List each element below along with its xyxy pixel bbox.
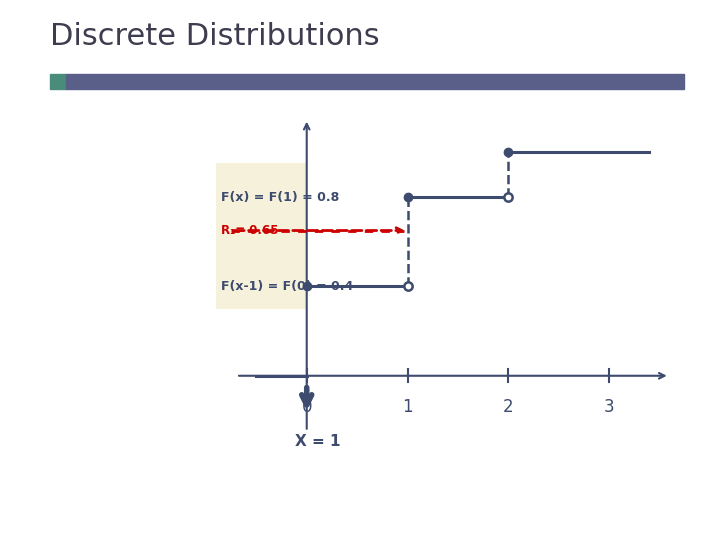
Text: R₁= 0.65: R₁= 0.65 (221, 224, 279, 237)
Text: 3: 3 (604, 398, 614, 416)
Text: F(x-1) = F(0) = 0.4: F(x-1) = F(0) = 0.4 (221, 280, 354, 293)
Text: 0: 0 (302, 398, 312, 416)
Text: 2: 2 (503, 398, 513, 416)
Text: Discrete Distributions: Discrete Distributions (50, 22, 380, 51)
Text: 1: 1 (402, 398, 413, 416)
Text: F(x) = F(1) = 0.8: F(x) = F(1) = 0.8 (221, 191, 339, 204)
FancyBboxPatch shape (216, 164, 307, 309)
Text: X = 1: X = 1 (294, 434, 340, 449)
